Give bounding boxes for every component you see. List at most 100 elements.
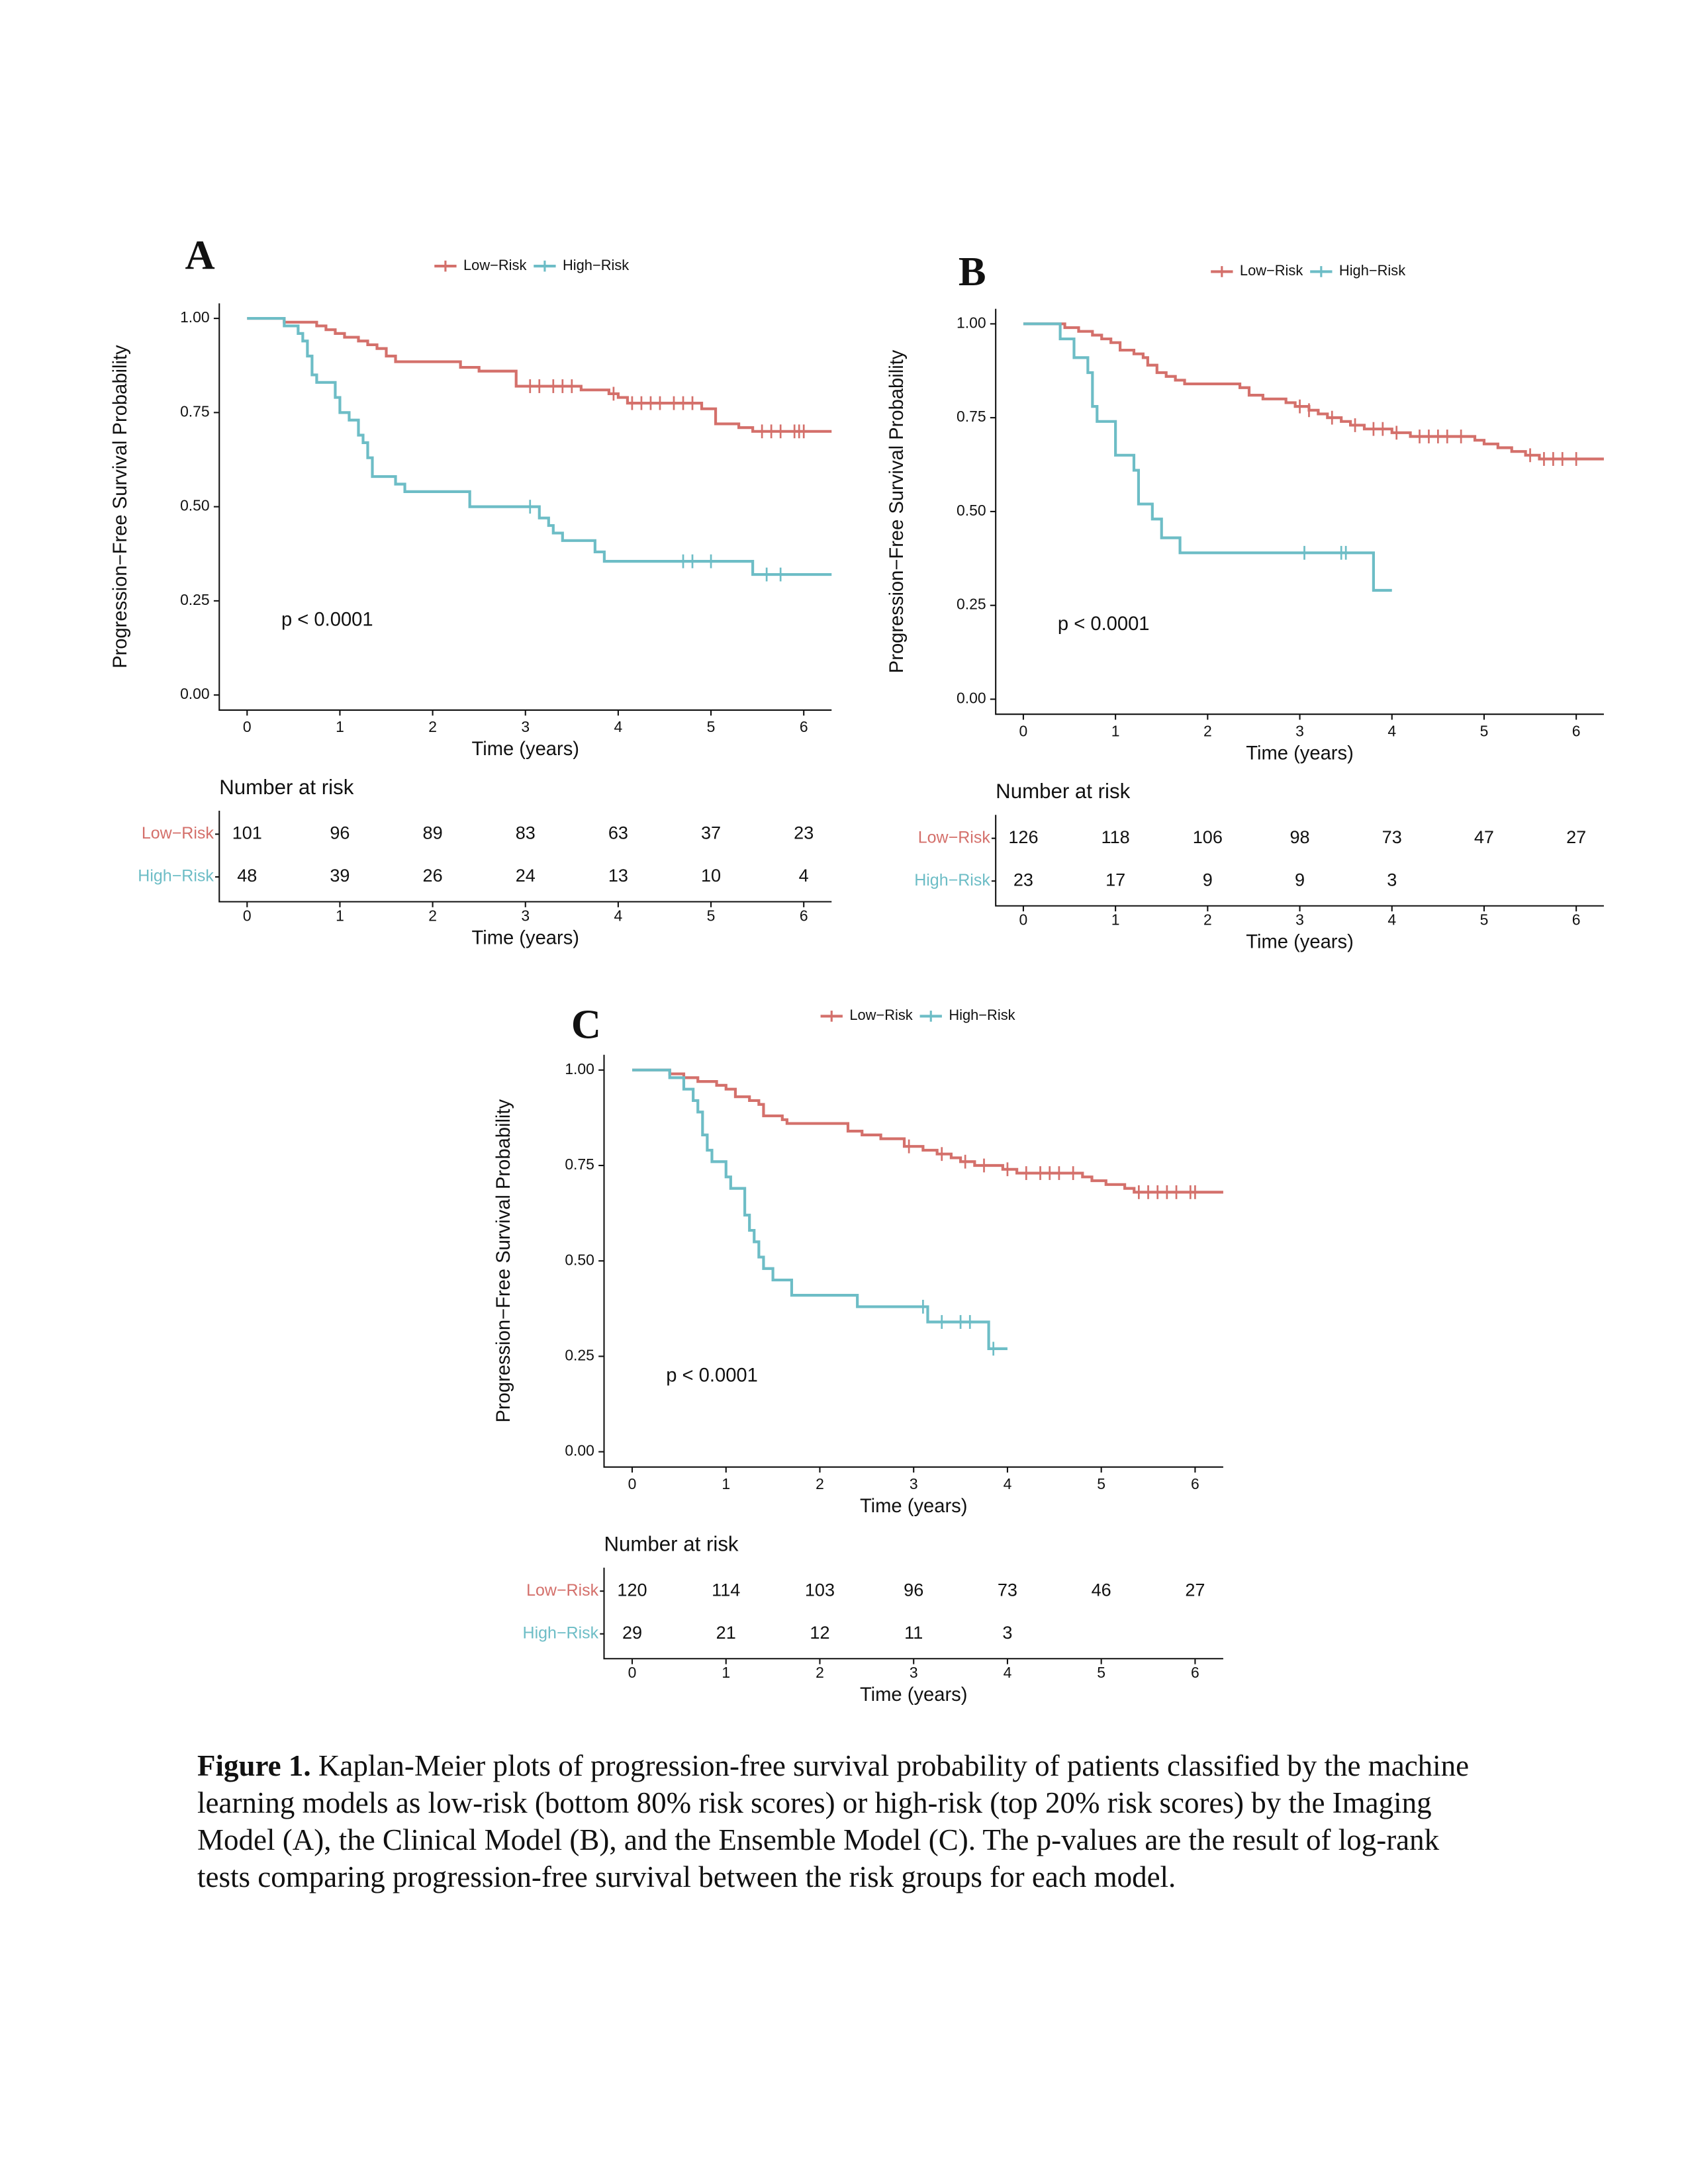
risk-count: 10 xyxy=(701,865,721,886)
risk-count: 120 xyxy=(617,1579,647,1600)
y-tick-label: 0.25 xyxy=(565,1346,594,1363)
risk-count: 118 xyxy=(1102,827,1130,847)
x-tick-label: 0 xyxy=(1019,722,1028,739)
risk-count: 24 xyxy=(516,865,536,886)
axis xyxy=(603,1054,1223,1468)
risk-count: 83 xyxy=(516,823,536,843)
x-tick-label: 2 xyxy=(816,1475,824,1492)
y-tick-label: 1.00 xyxy=(957,314,986,331)
risk-count: 39 xyxy=(330,865,350,886)
survival-curve xyxy=(247,317,832,576)
risk-count: 96 xyxy=(904,1579,923,1600)
risk-x-tick-label: 1 xyxy=(1111,911,1120,929)
risk-count: 114 xyxy=(712,1579,740,1600)
risk-x-tick-label: 5 xyxy=(707,907,716,924)
risk-table-axis xyxy=(603,1567,1223,1660)
legend-label: Low−Risk xyxy=(1240,262,1303,279)
x-tick-label: 1 xyxy=(336,718,344,735)
risk-x-tick-label: 1 xyxy=(722,1664,730,1681)
y-tick-label: 0.50 xyxy=(565,1251,594,1268)
risk-x-tick-label: 3 xyxy=(1295,911,1304,929)
risk-x-tick-label: 0 xyxy=(628,1664,637,1681)
y-axis-title: Progression−Free Survival Probability xyxy=(110,345,131,668)
legend-label: High−Risk xyxy=(1339,262,1405,279)
risk-count: 3 xyxy=(1002,1622,1012,1643)
risk-table-axis xyxy=(218,811,832,903)
risk-count: 9 xyxy=(1203,869,1213,889)
y-tick-label: 0.75 xyxy=(180,402,210,420)
risk-x-tick-label: 0 xyxy=(1019,911,1028,929)
y-tick-label: 0.75 xyxy=(565,1156,594,1173)
x-tick-label: 5 xyxy=(707,718,716,735)
caption-text: Kaplan-Meier plots of progression-free s… xyxy=(197,1749,1470,1893)
risk-count: 23 xyxy=(1013,869,1033,889)
risk-count: 23 xyxy=(794,823,814,843)
x-tick-label: 0 xyxy=(243,718,252,735)
x-tick-label: 6 xyxy=(1191,1475,1199,1492)
risk-table-axis xyxy=(995,815,1604,907)
risk-x-tick-label: 4 xyxy=(1387,911,1396,929)
risk-count: 21 xyxy=(716,1622,736,1643)
risk-count: 11 xyxy=(904,1622,923,1643)
risk-count: 26 xyxy=(423,865,443,886)
risk-row-label: Low−Risk xyxy=(526,1581,599,1600)
risk-row-label: High−Risk xyxy=(523,1623,599,1642)
risk-x-tick-label: 5 xyxy=(1097,1664,1105,1681)
legend-label: High−Risk xyxy=(563,257,629,273)
panel-label: B xyxy=(959,248,986,295)
risk-row-label: High−Risk xyxy=(914,871,990,889)
x-tick-label: 3 xyxy=(521,718,530,735)
x-axis-title: Time (years) xyxy=(471,739,579,760)
x-axis-title: Time (years) xyxy=(1246,743,1354,764)
risk-count: 27 xyxy=(1566,827,1586,847)
y-tick-label: 0.50 xyxy=(180,497,210,514)
risk-row-label: Low−Risk xyxy=(918,828,991,846)
x-tick-label: 3 xyxy=(1295,722,1304,739)
risk-count: 47 xyxy=(1474,827,1494,847)
y-axis-title: Progression−Free Survival Probability xyxy=(886,349,908,673)
x-tick-label: 6 xyxy=(800,718,808,735)
risk-x-tick-label: 4 xyxy=(1004,1664,1012,1681)
risk-count: 126 xyxy=(1008,827,1038,847)
risk-x-tick-label: 6 xyxy=(1191,1664,1199,1681)
risk-x-tick-label: 2 xyxy=(428,907,437,924)
risk-x-tick-label: 4 xyxy=(614,907,623,924)
x-tick-label: 0 xyxy=(628,1475,637,1492)
risk-table-title: Number at risk xyxy=(604,1533,739,1556)
axis xyxy=(218,303,832,711)
risk-count: 73 xyxy=(998,1579,1017,1600)
x-tick-label: 6 xyxy=(1572,722,1581,739)
p-value: p < 0.0001 xyxy=(281,609,373,630)
risk-x-tick-label: 5 xyxy=(1480,911,1489,929)
risk-row-label: Low−Risk xyxy=(142,824,214,842)
risk-count: 37 xyxy=(701,823,721,843)
risk-count: 96 xyxy=(330,823,350,843)
risk-x-tick-label: 6 xyxy=(1572,911,1581,929)
risk-count: 48 xyxy=(237,865,257,886)
risk-count: 29 xyxy=(622,1622,642,1643)
risk-count: 46 xyxy=(1092,1579,1111,1600)
x-tick-label: 3 xyxy=(910,1475,918,1492)
risk-x-axis-title: Time (years) xyxy=(1246,932,1354,953)
legend-label: Low−Risk xyxy=(849,1007,912,1023)
risk-row-label: High−Risk xyxy=(138,867,214,886)
x-tick-label: 2 xyxy=(428,718,437,735)
survival-curve xyxy=(1023,322,1392,592)
risk-count: 4 xyxy=(799,865,809,886)
risk-x-tick-label: 3 xyxy=(521,907,530,924)
x-tick-label: 4 xyxy=(614,718,623,735)
risk-x-axis-title: Time (years) xyxy=(860,1684,968,1706)
x-tick-label: 4 xyxy=(1004,1475,1012,1492)
risk-count: 3 xyxy=(1387,869,1397,889)
risk-count: 13 xyxy=(608,865,628,886)
risk-count: 12 xyxy=(810,1622,829,1643)
risk-count: 73 xyxy=(1382,827,1402,847)
x-tick-label: 1 xyxy=(722,1475,730,1492)
legend-label: High−Risk xyxy=(949,1007,1015,1023)
risk-count: 98 xyxy=(1289,827,1309,847)
